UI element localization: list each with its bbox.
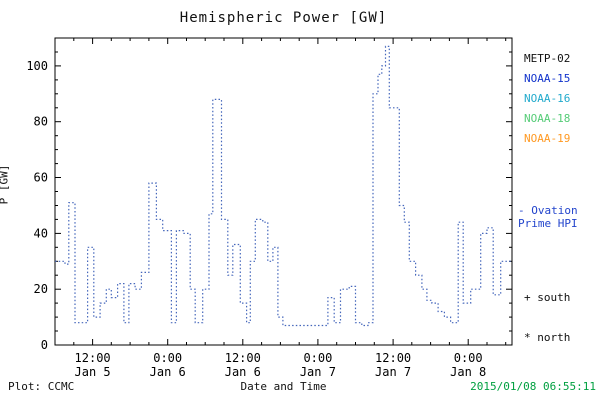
svg-text:0:00: 0:00	[153, 351, 182, 365]
svg-text:20: 20	[34, 282, 48, 296]
legend-item-metp02: METP-02	[524, 52, 571, 65]
plot-source-label: Plot: CCMC	[8, 380, 75, 393]
svg-text:Jan 6: Jan 6	[150, 365, 186, 379]
svg-text:Jan 5: Jan 5	[75, 365, 111, 379]
svg-text:Jan 8: Jan 8	[450, 365, 486, 379]
plot-timestamp: 2015/01/08 06:55:11	[470, 380, 596, 393]
legend-item-noaa15: NOAA-15	[524, 72, 571, 85]
chart-title: Hemispheric Power [GW]	[179, 10, 388, 26]
svg-text:80: 80	[34, 115, 48, 129]
legend-item-noaa16: NOAA-16	[524, 92, 571, 105]
svg-text:0: 0	[41, 338, 48, 352]
svg-text:12:00: 12:00	[375, 351, 411, 365]
legend-item-noaa19: NOAA-19	[524, 132, 571, 145]
svg-text:100: 100	[26, 59, 48, 73]
legend-south-marker: + south	[524, 291, 571, 304]
x-axis-label: Date and Time	[240, 380, 327, 393]
legend-ovation-hpi-label: - Ovation Prime HPI	[518, 204, 578, 230]
svg-text:0:00: 0:00	[303, 351, 332, 365]
legend-north-marker: * north	[524, 331, 571, 344]
svg-text:12:00: 12:00	[75, 351, 111, 365]
svg-text:0:00: 0:00	[454, 351, 483, 365]
svg-text:Jan 7: Jan 7	[375, 365, 411, 379]
svg-text:60: 60	[34, 171, 48, 185]
svg-text:40: 40	[34, 226, 48, 240]
svg-text:Jan 7: Jan 7	[300, 365, 336, 379]
svg-text:12:00: 12:00	[225, 351, 261, 365]
legend-item-noaa18: NOAA-18	[524, 112, 571, 125]
svg-text:Jan 6: Jan 6	[225, 365, 261, 379]
